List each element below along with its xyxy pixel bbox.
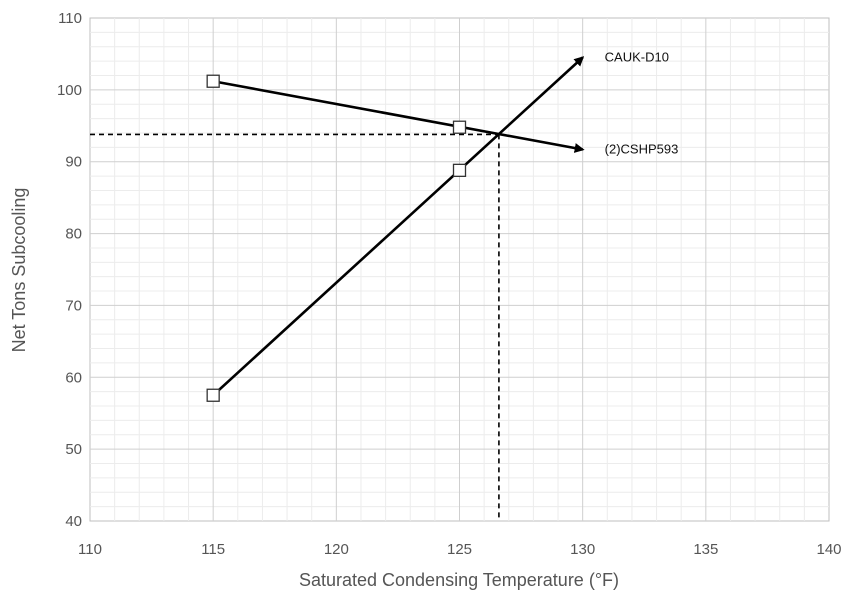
series-line	[212, 79, 585, 153]
intersection-guides	[90, 133, 500, 521]
y-tick-label: 110	[58, 10, 82, 27]
y-tick-label: 80	[65, 226, 82, 243]
data-point-marker	[206, 388, 220, 402]
x-tick-label: 130	[570, 541, 595, 558]
x-tick-label: 135	[693, 541, 718, 558]
y-tick-label: 70	[65, 297, 82, 314]
data-point-marker	[452, 120, 467, 134]
data-point-marker	[206, 74, 220, 88]
series-label: CAUK-D10	[605, 50, 669, 65]
x-axis-title: Saturated Condensing Temperature (°F)	[299, 570, 619, 590]
series-line	[212, 56, 585, 397]
x-tick-label: 115	[201, 541, 225, 558]
series-labels: CAUK-D10 (2)CSHP593	[605, 50, 679, 157]
data-point-marker	[452, 163, 467, 177]
data-point-markers	[206, 74, 467, 402]
y-tick-label: 90	[65, 154, 82, 171]
major-gridlines	[90, 18, 829, 521]
x-tick-labels: 110 115 120 125 130 135 140	[78, 541, 841, 558]
x-tick-label: 110	[78, 541, 102, 558]
y-tick-labels: 40 50 60 70 80 90 100 110	[57, 10, 82, 530]
series-label: (2)CSHP593	[605, 141, 679, 156]
y-axis-title: Net Tons Subcooling	[9, 188, 29, 353]
y-tick-label: 40	[65, 513, 82, 530]
y-tick-label: 100	[57, 82, 82, 99]
series-lines	[212, 56, 585, 397]
y-tick-label: 60	[65, 369, 82, 386]
x-tick-label: 140	[816, 541, 841, 558]
x-tick-label: 120	[324, 541, 349, 558]
y-tick-label: 50	[65, 441, 82, 458]
x-tick-label: 125	[447, 541, 472, 558]
